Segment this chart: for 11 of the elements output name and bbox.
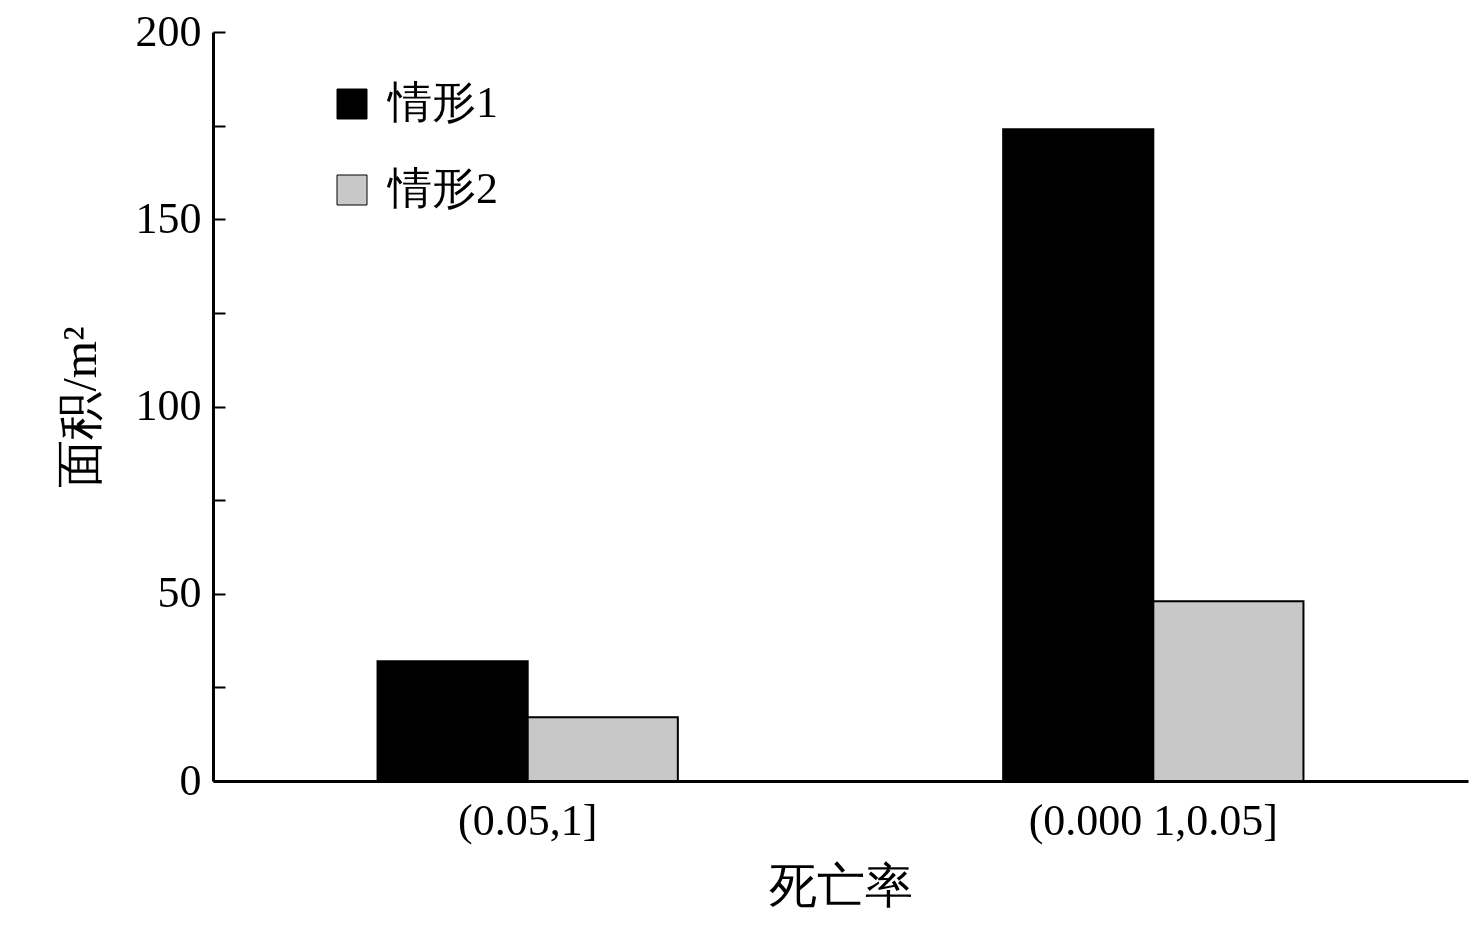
y-axis-title: 面积/m² [52,326,106,488]
legend-label: 情形2 [386,164,498,213]
legend-label: 情形1 [386,78,498,127]
x-tick-label: (0.000 1,0.05] [1028,795,1278,845]
x-tick-label: (0.05,1] [458,795,598,845]
y-tick-label: 0 [179,755,202,805]
y-tick-label: 200 [135,6,202,56]
y-tick-label: 50 [157,568,202,618]
x-axis-title: 死亡率 [769,858,913,912]
y-tick-label: 100 [135,381,202,430]
y-tick-label: 150 [135,193,202,243]
